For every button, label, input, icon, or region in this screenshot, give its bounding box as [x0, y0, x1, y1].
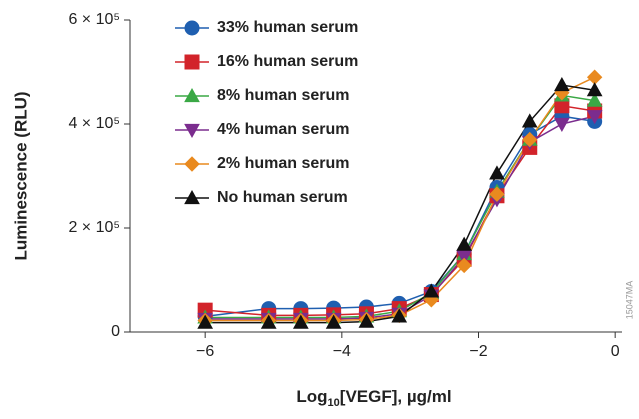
marker	[456, 257, 472, 274]
legend-label: 4% human serum	[217, 121, 349, 138]
marker	[489, 186, 505, 202]
marker	[184, 156, 200, 172]
marker	[423, 283, 440, 298]
x-axis-label-main: Log	[296, 387, 327, 406]
legend-label: No human serum	[217, 189, 348, 206]
y-tick-label: 6 × 10⁵	[68, 11, 120, 28]
y-tick-label: 0	[111, 323, 120, 340]
x-axis-label-rest: [VEGF], µg/ml	[340, 387, 452, 406]
marker	[325, 314, 342, 329]
x-axis-label-sub: 10	[328, 397, 340, 409]
marker	[184, 87, 200, 103]
y-axis-label: Luminescence (RLU)	[11, 91, 30, 260]
x-tick-label: −2	[469, 343, 487, 360]
x-axis-label: Log10[VEGF], µg/ml	[296, 387, 451, 408]
x-tick-label: −6	[196, 343, 214, 360]
marker	[522, 131, 538, 148]
marker	[184, 54, 200, 70]
marker	[586, 92, 603, 107]
legend-label: 8% human serum	[217, 87, 349, 104]
marker	[184, 189, 200, 205]
marker	[586, 69, 603, 85]
marker	[586, 110, 603, 125]
y-tick-label: 2 × 10⁵	[68, 219, 120, 236]
marker	[521, 113, 538, 128]
marker	[184, 20, 200, 36]
marker	[391, 308, 408, 323]
figure-id: 15047MA	[624, 281, 634, 320]
x-tick-label: 0	[611, 343, 620, 360]
marker	[456, 250, 472, 265]
legend-label: 2% human serum	[217, 155, 349, 172]
legend-label: 33% human serum	[217, 19, 358, 36]
marker	[554, 117, 570, 133]
marker	[554, 76, 570, 92]
legend-label: 16% human serum	[217, 53, 358, 70]
marker	[260, 314, 277, 329]
x-tick-label: −4	[333, 343, 351, 360]
marker	[489, 165, 505, 180]
marker	[358, 313, 375, 328]
marker	[292, 314, 309, 329]
marker	[184, 123, 200, 139]
marker	[586, 82, 603, 97]
marker	[197, 314, 214, 329]
marker	[456, 236, 472, 251]
y-tick-label: 4 × 10⁵	[68, 115, 120, 132]
